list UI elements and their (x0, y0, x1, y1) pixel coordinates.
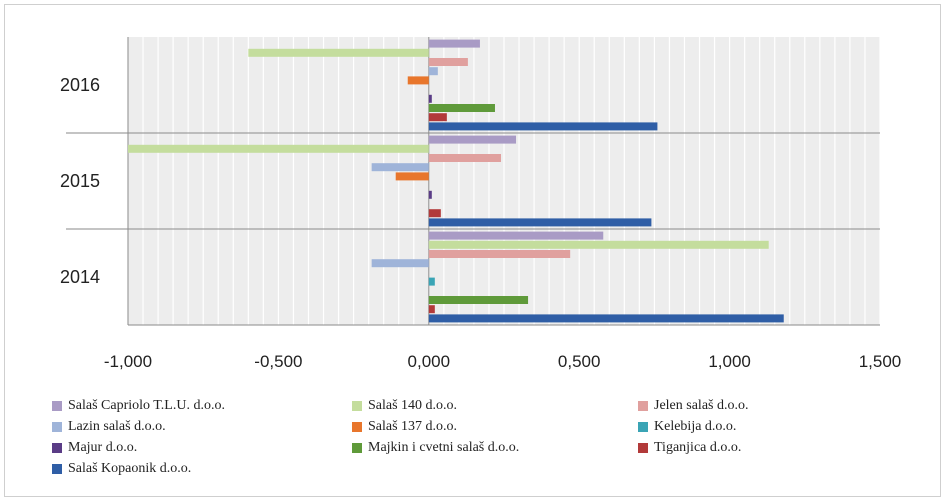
x-tick-label: -1,000 (104, 352, 152, 371)
bar-2016-4 (407, 76, 429, 85)
bar-2014-7 (428, 296, 529, 304)
legend-swatch (638, 443, 648, 453)
legend-label: Tiganjica d.o.o. (654, 440, 742, 455)
bar-2015-1 (128, 144, 429, 153)
legend-label: Salaš Kopaonik d.o.o. (68, 461, 192, 476)
bar-2014-2 (428, 250, 571, 258)
x-tick-label: 0,000 (408, 352, 451, 371)
bar-2014-0 (428, 231, 604, 240)
legend-swatch (52, 443, 62, 453)
bar-2015-2 (428, 154, 501, 162)
x-tick-label: -0,500 (254, 352, 302, 371)
legend-item: Lazin salaš d.o.o. (52, 419, 166, 435)
bar-2014-3 (371, 259, 429, 268)
legend-swatch (638, 401, 648, 411)
bar-2015-4 (395, 172, 429, 181)
legend-item: Tiganjica d.o.o. (638, 440, 741, 456)
bar-2014-5 (428, 277, 435, 286)
bar-2016-8 (428, 113, 447, 122)
bar-2016-0 (428, 39, 480, 48)
legend-item: Salaš 140 d.o.o. (352, 398, 457, 414)
bar-2016-2 (428, 58, 468, 66)
legend-swatch (52, 401, 62, 411)
category-label: 2016 (60, 75, 100, 95)
legend-label: Jelen salaš d.o.o. (654, 398, 749, 413)
legend-swatch (352, 443, 362, 453)
legend-item: Majkin i cvetni salaš d.o.o. (352, 440, 519, 456)
legend-label: Lazin salaš d.o.o. (68, 419, 166, 434)
legend-swatch (638, 422, 648, 432)
bar-2015-8 (428, 209, 441, 218)
legend-label: Salaš Capriolo T.L.U. d.o.o. (68, 398, 225, 413)
bar-2016-7 (428, 104, 495, 112)
bar-2015-0 (428, 135, 517, 144)
legend-label: Salaš 140 d.o.o. (368, 398, 458, 413)
grid-lines (66, 37, 881, 326)
bar-2016-6 (428, 94, 432, 103)
category-label: 2014 (60, 267, 100, 287)
legend-item: Salaš Capriolo T.L.U. d.o.o. (52, 398, 225, 414)
legend-swatch (352, 401, 362, 411)
legend-item: Salaš Kopaonik d.o.o. (52, 461, 191, 477)
legend-label: Majur d.o.o. (68, 440, 138, 455)
legend-item: Salaš 137 d.o.o. (352, 419, 457, 435)
bar-2015-3 (371, 163, 429, 172)
bars (128, 39, 784, 323)
legend-swatch (352, 422, 362, 432)
legend-item: Kelebija d.o.o. (638, 419, 736, 435)
bar-2014-8 (428, 305, 435, 314)
category-label: 2015 (60, 171, 100, 191)
bar-2014-9 (428, 314, 784, 323)
legend-swatch (52, 422, 62, 432)
legend-label: Kelebija d.o.o. (654, 419, 737, 434)
bar-2014-1 (428, 240, 769, 249)
bar-2016-9 (428, 122, 658, 131)
legend-swatch (52, 464, 62, 474)
legend-label: Salaš 137 d.o.o. (368, 419, 458, 434)
x-tick-label: 0,500 (558, 352, 601, 371)
x-tick-label: 1,000 (708, 352, 751, 371)
legend-item: Jelen salaš d.o.o. (638, 398, 748, 414)
legend-item: Majur d.o.o. (52, 440, 137, 456)
bar-2015-6 (428, 190, 432, 199)
legend-label: Majkin i cvetni salaš d.o.o. (368, 440, 520, 455)
bar-2015-9 (428, 218, 652, 227)
x-tick-label: 1,500 (859, 352, 902, 371)
bar-2016-1 (248, 48, 429, 57)
x-tick-labels: -1,000 -0,500 0,000 0,500 1,000 1,500 (104, 352, 901, 371)
category-labels: 2016 2015 2014 (60, 75, 100, 287)
bar-2016-3 (428, 67, 438, 76)
